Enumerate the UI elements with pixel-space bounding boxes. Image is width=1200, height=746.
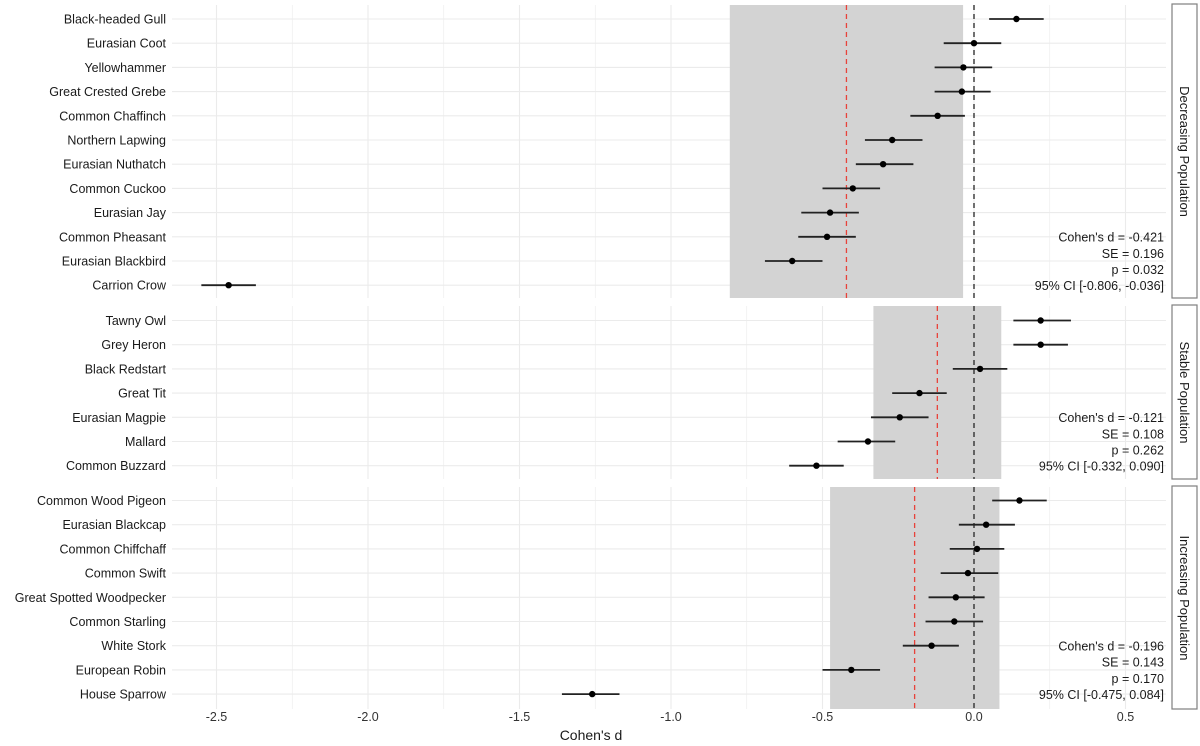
species-label: White Stork bbox=[101, 639, 166, 653]
species-label: House Sparrow bbox=[80, 688, 167, 702]
species-label: Black-headed Gull bbox=[64, 13, 166, 27]
facet-strip-label: Increasing Population bbox=[1177, 535, 1192, 660]
species-label: European Robin bbox=[76, 663, 166, 677]
species-label: Great Tit bbox=[118, 387, 166, 401]
effect-point bbox=[916, 389, 923, 397]
species-label: Mallard bbox=[125, 435, 166, 449]
facet-strip-box bbox=[1171, 485, 1198, 710]
stat-line: p = 0.170 bbox=[1112, 672, 1165, 686]
effect-point bbox=[826, 209, 834, 216]
panel-stable-population: Tawny Owl Grey Heron Black Redstart Great T… bbox=[66, 304, 1198, 480]
effect-point bbox=[1037, 317, 1044, 324]
species-label: Great Spotted Woodpecker bbox=[15, 591, 166, 605]
effect-point bbox=[789, 257, 796, 265]
species-label: Eurasian Magpie bbox=[72, 411, 166, 425]
species-label: Eurasian Nuthatch bbox=[63, 158, 166, 172]
facet-strip-box bbox=[1171, 304, 1198, 480]
effect-point bbox=[1013, 15, 1020, 23]
stat-line: 95% CI [-0.332, 0.090] bbox=[1039, 460, 1164, 474]
stat-line: Cohen's d = -0.121 bbox=[1058, 411, 1164, 425]
effect-point bbox=[982, 521, 990, 528]
facet-strip: Stable Population bbox=[1171, 304, 1198, 480]
species-label: Common Swift bbox=[85, 567, 167, 581]
stat-line: Cohen's d = -0.421 bbox=[1058, 231, 1164, 245]
effect-point bbox=[976, 365, 984, 373]
panel-increasing-population: Common Wood Pigeon Eurasian Blackcap Commo… bbox=[15, 485, 1198, 710]
effect-point bbox=[952, 594, 960, 601]
species-label: Grey Heron bbox=[101, 338, 166, 352]
effect-point bbox=[973, 545, 981, 553]
effect-point bbox=[1016, 497, 1023, 504]
stat-line: 95% CI [-0.806, -0.036] bbox=[1035, 279, 1164, 293]
species-label: Eurasian Coot bbox=[87, 37, 167, 51]
species-label: Common Cuckoo bbox=[69, 182, 166, 196]
x-axis-title: Cohen's d bbox=[560, 727, 623, 743]
effect-point bbox=[849, 185, 856, 192]
species-label: Common Buzzard bbox=[66, 459, 166, 473]
effect-point bbox=[589, 690, 596, 698]
species-label: Common Chiffchaff bbox=[59, 542, 166, 556]
species-label: Eurasian Blackbird bbox=[62, 255, 166, 269]
stat-line: p = 0.032 bbox=[1112, 263, 1165, 277]
effect-point bbox=[1037, 341, 1044, 348]
effect-point bbox=[934, 112, 941, 120]
effect-point bbox=[896, 414, 903, 421]
panel-decreasing-population: Black-headed Gull Eurasian Coot Yellowhamm… bbox=[49, 3, 1198, 299]
species-label: Yellowhammer bbox=[84, 61, 166, 75]
effect-point bbox=[958, 88, 966, 95]
facet-strip-box bbox=[1171, 3, 1198, 299]
x-tick-label: 0.0 bbox=[965, 710, 982, 724]
x-axis: -2.5 -2.0 -1.5 -1.0 -0.5 0.0 0.5 bbox=[206, 710, 1135, 724]
effect-point bbox=[225, 282, 232, 289]
x-tick-label: -1.0 bbox=[660, 710, 682, 724]
stat-line: 95% CI [-0.475, 0.084] bbox=[1039, 688, 1164, 702]
species-label: Common Wood Pigeon bbox=[37, 494, 166, 508]
species-label: Black Redstart bbox=[85, 362, 167, 376]
stat-line: SE = 0.196 bbox=[1102, 247, 1164, 261]
facet-strip-label: Stable Population bbox=[1177, 342, 1192, 444]
facet-strip: Decreasing Population bbox=[1171, 3, 1198, 299]
x-tick-label: -2.0 bbox=[357, 710, 379, 724]
facet-strip-label: Decreasing Population bbox=[1177, 86, 1192, 217]
effect-point bbox=[864, 438, 872, 445]
stat-line: SE = 0.108 bbox=[1102, 427, 1164, 441]
effect-point bbox=[964, 569, 972, 577]
species-label: Northern Lapwing bbox=[67, 134, 166, 148]
species-label: Tawny Owl bbox=[106, 314, 166, 328]
stat-line: SE = 0.143 bbox=[1102, 656, 1164, 670]
x-tick-label: -1.5 bbox=[509, 710, 531, 724]
species-label: Common Chaffinch bbox=[59, 109, 166, 123]
species-label: Eurasian Blackcap bbox=[62, 518, 166, 532]
species-label: Common Starling bbox=[69, 615, 166, 629]
effect-point bbox=[951, 618, 958, 625]
effect-point bbox=[879, 161, 887, 168]
stat-line: p = 0.262 bbox=[1112, 444, 1165, 458]
stat-line: Cohen's d = -0.196 bbox=[1058, 640, 1164, 654]
x-tick-label: -2.5 bbox=[206, 710, 228, 724]
effect-point bbox=[970, 40, 978, 47]
effect-point bbox=[848, 666, 855, 674]
x-tick-label: 0.5 bbox=[1117, 710, 1134, 724]
species-label: Common Pheasant bbox=[59, 230, 167, 244]
effect-point bbox=[960, 64, 967, 71]
effect-point bbox=[823, 233, 831, 240]
x-tick-label: -0.5 bbox=[812, 710, 834, 724]
effect-point bbox=[813, 462, 820, 469]
facet-strip: Increasing Population bbox=[1171, 485, 1198, 710]
species-label: Great Crested Grebe bbox=[49, 85, 166, 99]
species-label: Eurasian Jay bbox=[94, 206, 167, 220]
effect-point bbox=[888, 136, 896, 144]
effect-point bbox=[928, 642, 935, 649]
species-label: Carrion Crow bbox=[92, 279, 167, 293]
